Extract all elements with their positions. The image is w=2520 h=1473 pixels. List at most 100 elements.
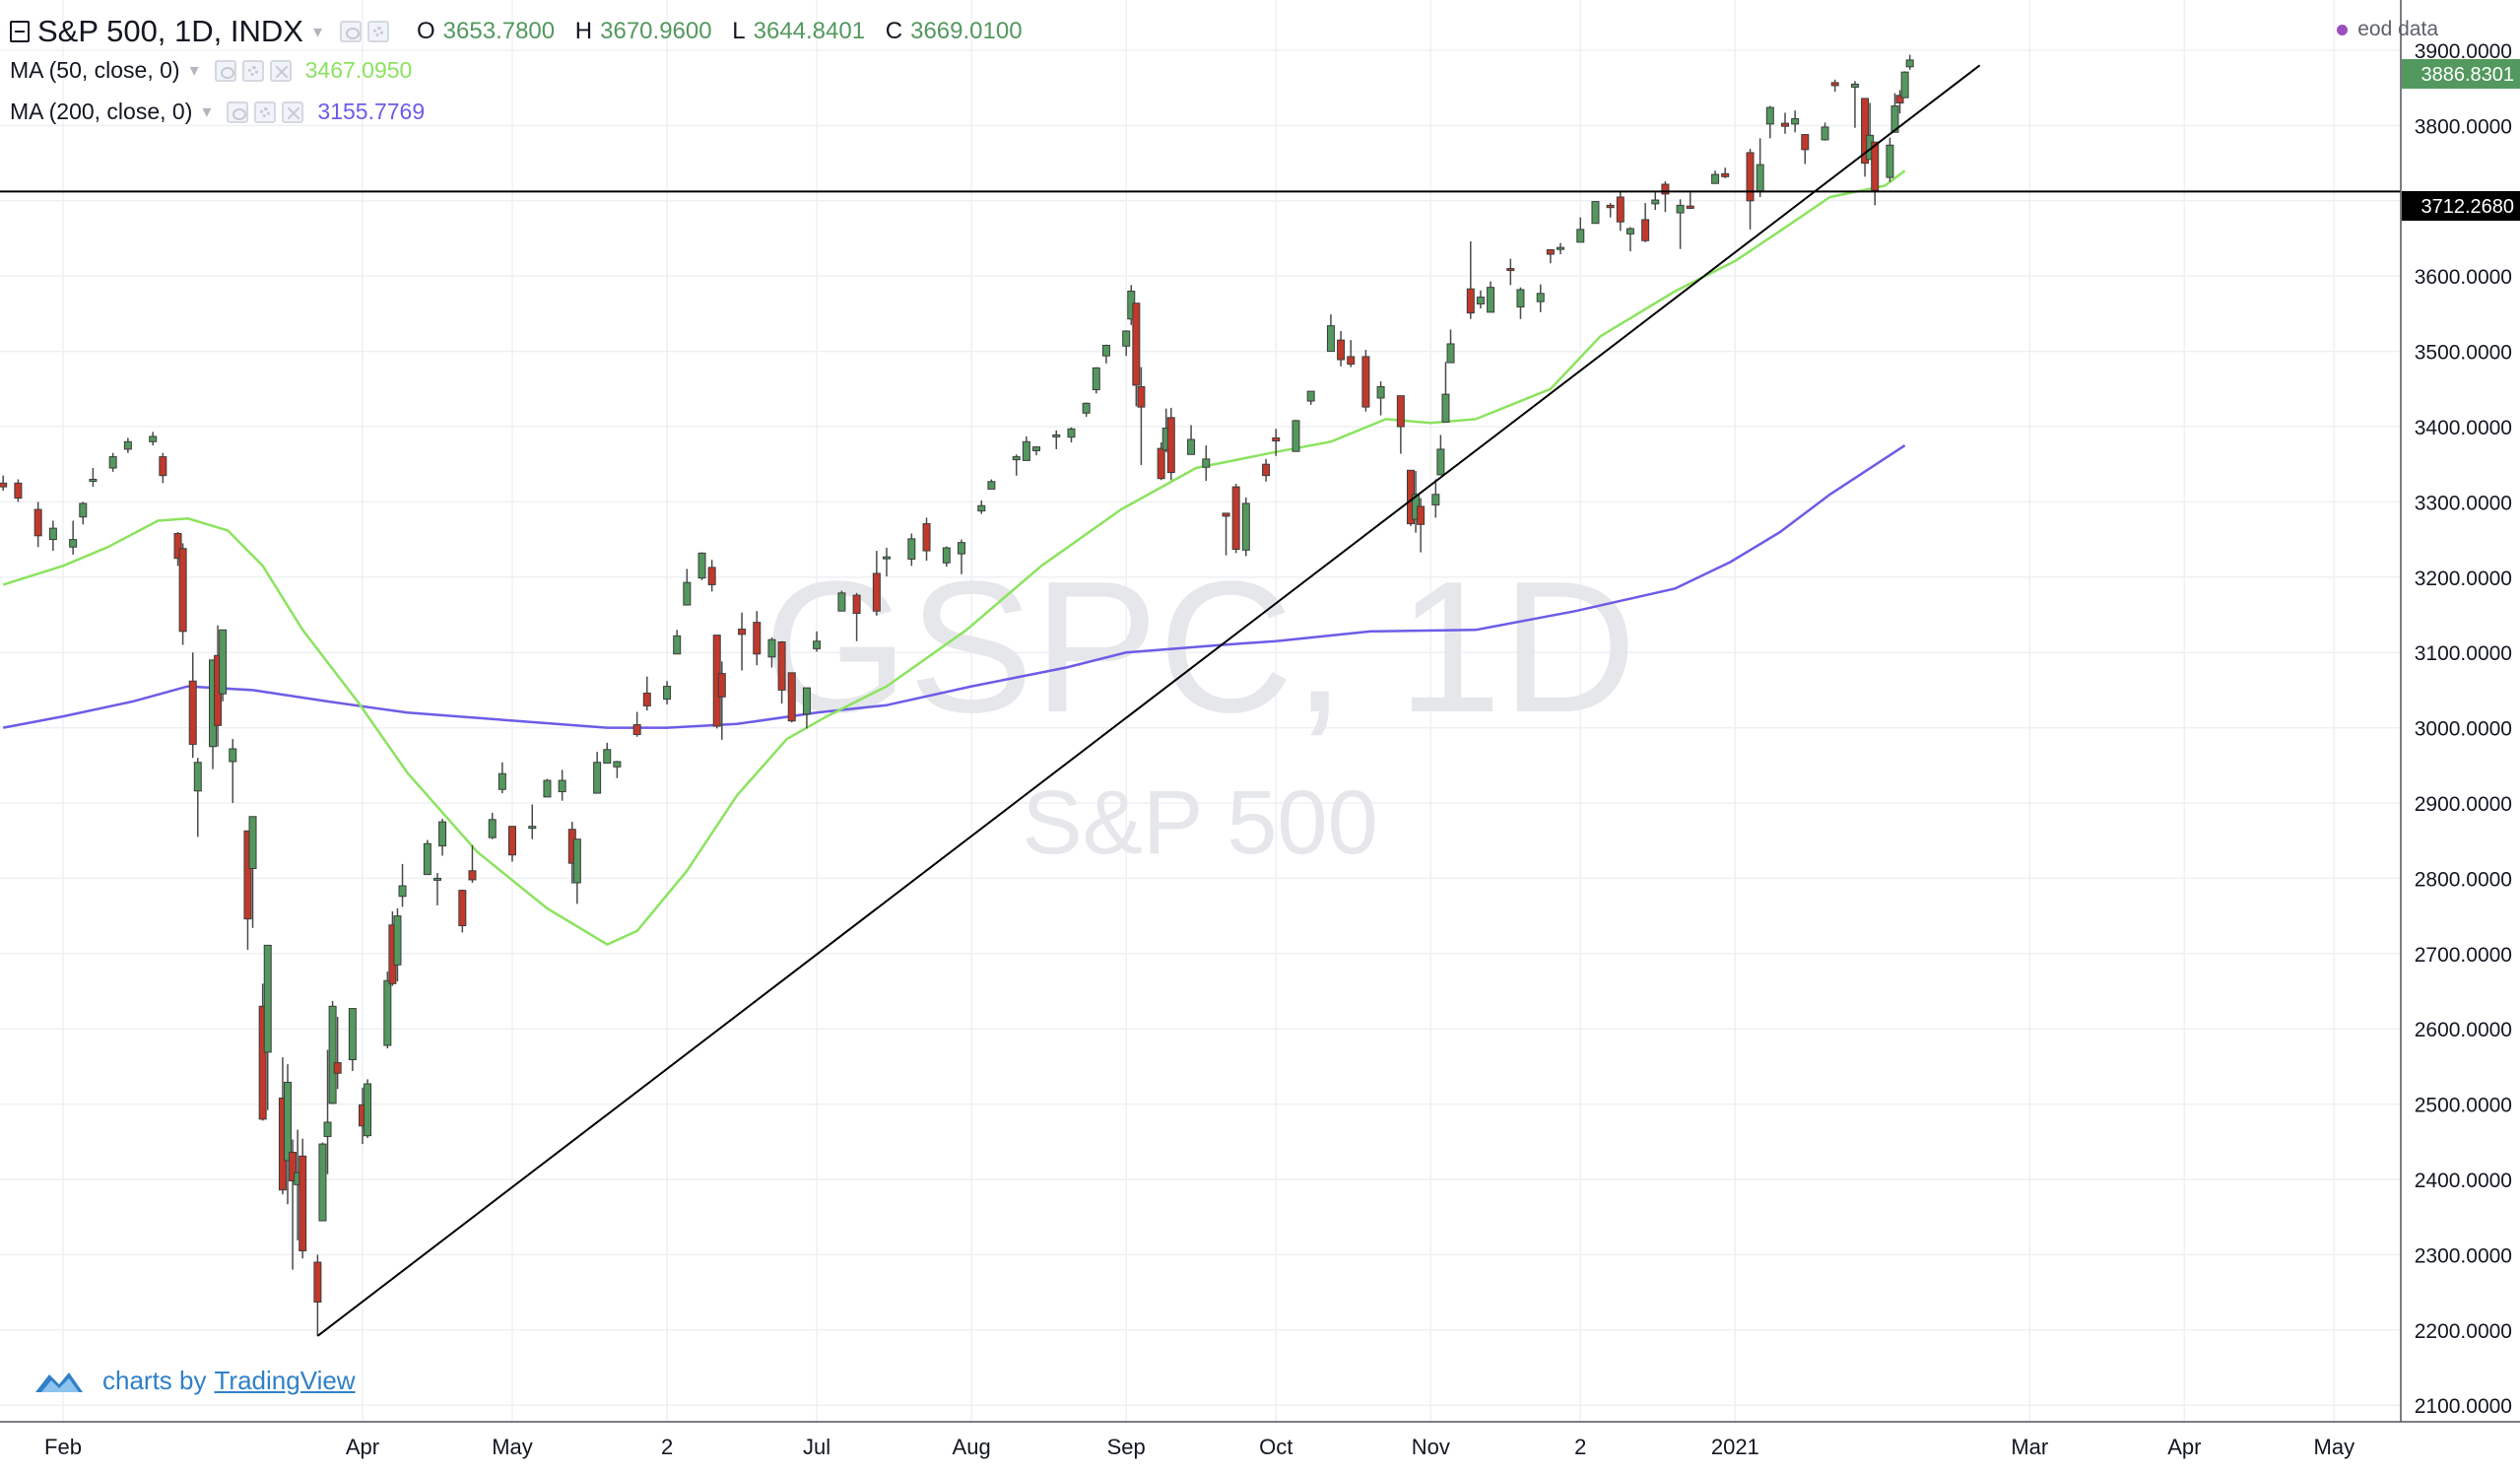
candle[interactable] [1487,281,1495,313]
candle[interactable] [632,711,641,737]
candle[interactable] [673,630,682,655]
candle[interactable] [1890,93,1899,133]
candle[interactable] [108,452,117,472]
candle[interactable] [642,676,651,711]
candle[interactable] [14,479,23,502]
candle[interactable] [318,1142,327,1222]
candle[interactable] [393,907,402,982]
candle[interactable] [1092,367,1100,394]
candle[interactable] [1821,122,1829,141]
candle[interactable] [258,983,267,1121]
candle[interactable] [1861,98,1870,177]
candle[interactable] [458,889,467,933]
candle[interactable] [248,816,257,928]
symbol-title[interactable]: S&P 500, 1D, INDX [37,14,303,48]
candle[interactable] [1376,381,1385,416]
candle[interactable] [1137,367,1146,465]
candle[interactable] [149,432,158,446]
candle[interactable] [1476,290,1485,309]
candle[interactable] [613,761,622,778]
ma50-label[interactable]: MA (50, close, 0) [10,57,180,83]
candle[interactable] [173,531,182,567]
candle[interactable] [1417,498,1426,553]
candle[interactable] [1347,340,1356,368]
candle[interactable] [1101,344,1110,364]
candle[interactable] [284,1064,292,1205]
eye-icon[interactable] [340,21,362,42]
candle[interactable] [1895,90,1904,114]
candle[interactable] [1661,180,1670,213]
candle[interactable] [543,778,552,798]
candle[interactable] [79,502,88,525]
candle[interactable] [243,830,252,950]
candle[interactable] [1306,390,1315,405]
candle[interactable] [328,1000,337,1105]
candle[interactable] [1241,497,1250,557]
candle[interactable] [1625,227,1634,251]
candle[interactable] [1022,435,1030,461]
candle[interactable] [1641,203,1650,242]
candle[interactable] [1292,420,1300,452]
candle[interactable] [987,479,996,490]
candle[interactable] [1012,454,1021,476]
candle[interactable] [313,1254,322,1336]
candle[interactable] [663,681,672,704]
candle[interactable] [872,551,881,616]
candle[interactable] [1905,54,1914,70]
candle[interactable] [738,612,747,671]
candle[interactable] [977,500,986,514]
close-icon[interactable] [282,100,304,123]
branding[interactable]: charts by TradingView [33,1366,356,1396]
chevron-down-icon[interactable]: ▾ [202,101,212,121]
candle[interactable] [1166,407,1175,481]
candle[interactable] [468,844,477,883]
candle[interactable] [1436,435,1445,476]
candle[interactable] [1067,427,1076,443]
collapse-icon[interactable] [10,21,30,42]
candle[interactable] [1676,199,1685,249]
candle[interactable] [1361,350,1370,412]
candle[interactable] [1801,134,1810,165]
candle[interactable] [1516,287,1525,319]
candle[interactable] [1396,395,1405,454]
candle[interactable] [1781,112,1789,134]
candle[interactable] [423,839,431,876]
candle[interactable] [229,739,237,803]
candle[interactable] [942,546,951,568]
candle[interactable] [1122,330,1131,357]
gear-icon[interactable] [241,59,264,82]
candle[interactable] [1202,445,1211,482]
candle[interactable] [1262,458,1271,482]
candle[interactable] [837,590,846,612]
candle[interactable] [1157,442,1165,481]
candle[interactable] [488,812,497,839]
candle[interactable] [753,611,762,666]
candle[interactable] [1900,71,1909,99]
close-icon[interactable] [269,59,292,82]
candle[interactable] [802,687,811,729]
candle[interactable] [1032,445,1040,456]
candle[interactable] [1337,330,1346,367]
candle[interactable] [1721,167,1730,178]
candle[interactable] [33,502,42,548]
candle[interactable] [323,1049,332,1174]
eye-icon[interactable] [214,59,236,82]
candle[interactable] [1686,192,1694,210]
tradingview-link[interactable]: TradingView [214,1366,356,1395]
candle[interactable] [852,592,861,641]
candle[interactable] [1616,191,1625,232]
candle[interactable] [289,1139,298,1270]
ma200-label[interactable]: MA (200, close, 0) [10,99,193,124]
candle[interactable] [1850,81,1859,128]
candle[interactable] [188,652,197,759]
candle[interactable] [572,838,581,904]
candle[interactable] [178,543,187,645]
candle[interactable] [558,770,566,801]
trendline-path[interactable] [316,64,1981,1337]
candle[interactable] [263,944,272,1110]
candle[interactable] [48,520,57,552]
candle[interactable] [1222,512,1230,556]
candle[interactable] [1576,217,1585,243]
ma50-line-path[interactable] [2,169,1906,946]
candle[interactable] [603,742,612,765]
